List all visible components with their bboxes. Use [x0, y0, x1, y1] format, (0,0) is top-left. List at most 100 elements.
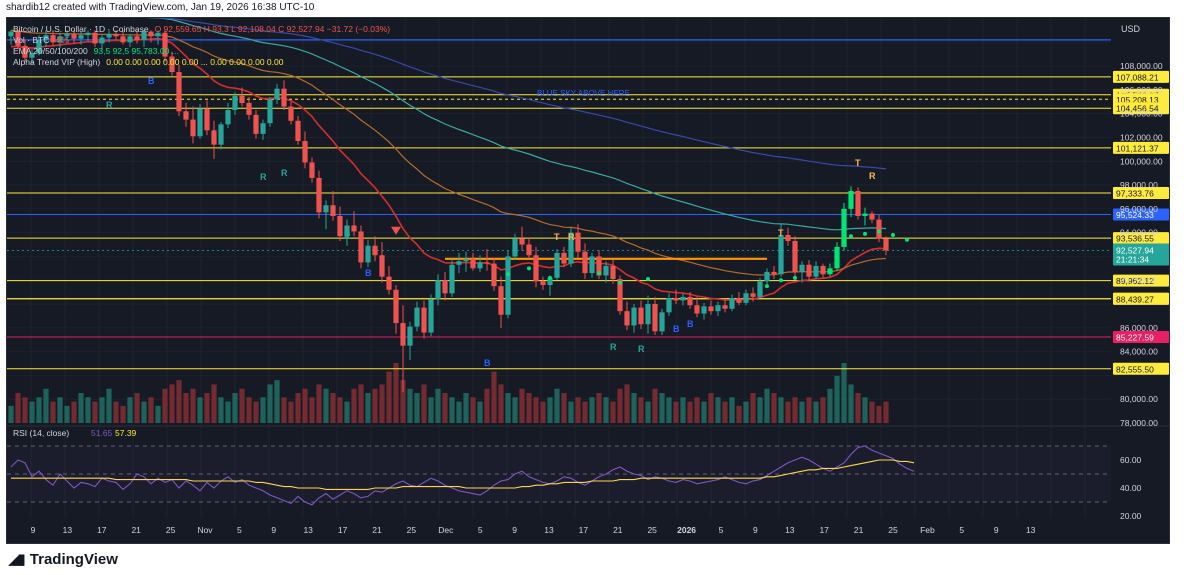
date-axis-tick: 9	[994, 525, 999, 535]
volume-bar	[99, 397, 105, 423]
candle-body	[778, 235, 784, 275]
candle-body	[575, 232, 581, 252]
candle-body	[771, 271, 777, 275]
candle-body	[435, 280, 441, 300]
signal-dot	[891, 233, 895, 238]
volume-bar	[575, 397, 581, 423]
level-price-tag	[1113, 331, 1169, 344]
candle-body	[197, 108, 203, 137]
volume-bar	[232, 393, 238, 423]
volume-bar	[519, 388, 525, 423]
level-price-label: 88,439.27	[1116, 294, 1154, 304]
candle-body	[596, 256, 602, 276]
candle-body	[225, 110, 231, 125]
rsi-label: RSI (14, close)	[13, 428, 69, 438]
rsi-layer	[7, 425, 1169, 506]
candle-body	[253, 114, 259, 134]
volume-bar	[64, 405, 70, 423]
candle-body	[449, 264, 455, 294]
level-price-tag	[1113, 274, 1169, 287]
candle-body	[232, 95, 238, 111]
volume-bar	[813, 401, 819, 423]
candle-body	[652, 304, 658, 332]
volume-bar	[323, 388, 329, 423]
candle-body	[806, 264, 812, 277]
volume-bar	[729, 397, 735, 423]
volume-bar	[708, 393, 714, 423]
candle-body	[498, 286, 504, 315]
price-axis-tick: 94,000.00	[1120, 228, 1158, 238]
volume-bar	[715, 397, 721, 423]
signal-marker: T	[855, 158, 861, 168]
date-axis-tick: 13	[63, 525, 73, 535]
price-axis-tick: 96,000.00	[1120, 204, 1158, 214]
volume-bar	[15, 393, 21, 423]
candle-body	[288, 106, 294, 121]
volume-bar	[750, 393, 756, 423]
volume-bar	[456, 401, 462, 423]
candle-body	[43, 35, 49, 40]
candle-body	[386, 276, 392, 290]
signal-marker: R	[610, 342, 617, 352]
volume-bar	[694, 397, 700, 423]
signal-dot	[506, 272, 510, 277]
volume-bar	[316, 384, 322, 423]
candle-body	[680, 296, 686, 301]
candle-body	[708, 306, 714, 312]
candle-body	[358, 231, 364, 263]
candle-body	[729, 298, 735, 309]
signal-marker: R	[106, 100, 113, 110]
volume-bar	[841, 363, 847, 423]
volume-bar	[470, 397, 476, 423]
level-price-label: 85,227.59	[1116, 333, 1154, 343]
volume-bar	[561, 393, 567, 423]
volume-bar	[183, 393, 189, 423]
blue-sky-annotation: BLUE SKY ABOVE HERE	[537, 89, 630, 98]
candle-body	[274, 88, 280, 100]
candle-body	[869, 213, 875, 220]
ema-line	[147, 18, 887, 231]
candle-body	[876, 219, 882, 239]
date-axis-tick: 13	[303, 525, 313, 535]
volume-bar	[302, 388, 308, 423]
volume-bar	[43, 388, 49, 423]
volume-bar	[764, 388, 770, 423]
candle-body	[484, 262, 490, 264]
volume-bar	[211, 384, 217, 423]
candle-body	[134, 36, 140, 40]
volume-bar	[239, 388, 245, 423]
volume-bar	[288, 401, 294, 423]
rsi-ma-line	[11, 459, 915, 490]
candle-body	[519, 238, 525, 245]
volume-bar	[799, 401, 805, 423]
volume-bar	[757, 397, 763, 423]
candle-body	[645, 304, 651, 325]
candle-body	[715, 305, 721, 312]
date-axis-tick: 2026	[677, 525, 696, 535]
last-price-label: 92,527.94	[1116, 245, 1154, 255]
level-price-label: 101,121.37	[1116, 143, 1159, 153]
volume-bar	[176, 380, 182, 423]
volume-bar	[225, 401, 231, 423]
date-axis-tick: 5	[478, 525, 483, 535]
candle-body	[764, 271, 770, 282]
level-price-tag	[1113, 208, 1169, 221]
candle-body	[85, 32, 91, 36]
candle-body	[722, 305, 728, 309]
volume-bar	[71, 401, 77, 423]
volume-bar	[533, 397, 539, 423]
date-axis-tick: 21	[613, 525, 623, 535]
candle-body	[71, 33, 77, 39]
candle-body	[638, 307, 644, 325]
candle-body	[64, 33, 70, 37]
candle-body	[568, 232, 574, 264]
candle-body	[456, 261, 462, 265]
candle-body	[309, 162, 315, 178]
volume-bar	[344, 401, 350, 423]
volume-bar	[169, 384, 175, 423]
date-axis-tick: 21	[854, 525, 864, 535]
candle-body	[505, 256, 511, 315]
legend-layer: Bitcoin / U.S. Dollar · 1D · Coinbase O 9…	[13, 24, 390, 67]
